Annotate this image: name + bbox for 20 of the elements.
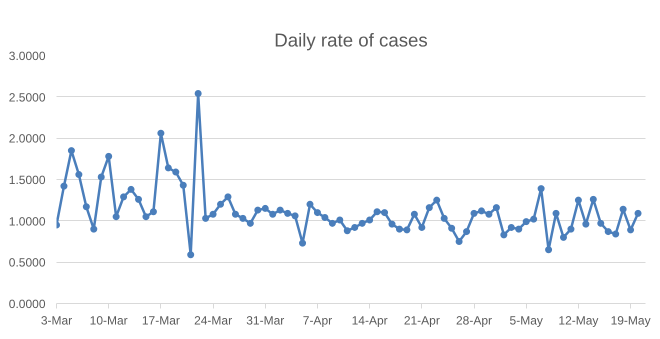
x-tick-label: 24-Mar [194, 314, 232, 328]
x-tick-label: 7-Apr [302, 314, 332, 328]
x-tick-label: 12-May [558, 314, 598, 328]
chart-title: Daily rate of cases [274, 30, 428, 50]
x-tick-label: 5-May [510, 314, 543, 328]
x-tick-label: 10-Mar [90, 314, 128, 328]
y-tick-label: 0.5000 [8, 256, 46, 270]
x-tick-label: 3-Mar [40, 314, 72, 328]
x-tick-label: 28-Apr [456, 314, 492, 328]
x-tick-label: 31-Mar [246, 314, 284, 328]
y-tick-label: 2.5000 [8, 90, 46, 104]
y-tick-label: 1.0000 [8, 214, 46, 228]
y-tick-label: 2.0000 [8, 132, 46, 146]
x-tick-label: 21-Apr [404, 314, 440, 328]
y-tick-label: 3.0000 [8, 49, 46, 63]
x-tick-label: 19-May [610, 314, 651, 328]
y-tick-label: 1.5000 [8, 173, 46, 187]
y-tick-label: 0.0000 [8, 297, 46, 311]
x-tick-label: 17-Mar [142, 314, 180, 328]
x-tick-label: 14-Apr [352, 314, 388, 328]
